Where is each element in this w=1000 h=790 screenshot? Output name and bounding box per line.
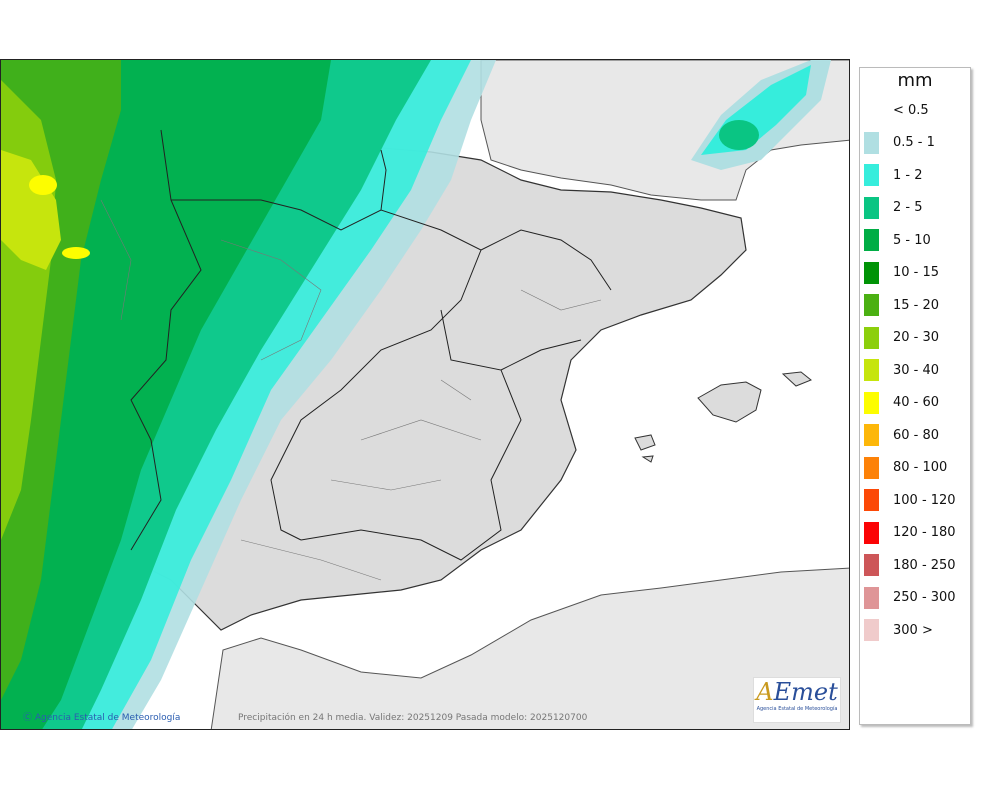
legend-label: 100 - 120 xyxy=(893,492,956,508)
legend-label: < 0.5 xyxy=(893,102,929,118)
legend-item: 20 - 30 xyxy=(864,326,940,349)
ibiza-island xyxy=(634,434,656,451)
legend-label: 0.5 - 1 xyxy=(893,135,935,150)
legend-swatch xyxy=(864,229,879,251)
legend-item: 0.5 - 1 xyxy=(864,131,935,154)
legend-item: 10 - 15 xyxy=(864,261,940,284)
legend-label: 5 - 10 xyxy=(893,232,931,248)
legend-item: < 0.5 xyxy=(864,99,929,121)
legend-label: 250 - 300 xyxy=(893,590,956,605)
legend-label: 120 - 180 xyxy=(893,525,956,540)
legend-label: 30 - 40 xyxy=(893,362,940,378)
legend-item: 40 - 60 xyxy=(864,391,940,414)
precip-band-30-40 xyxy=(1,150,61,270)
legend-swatch xyxy=(864,99,879,121)
legend-label: 15 - 20 xyxy=(893,297,940,313)
precip-band-40-60 xyxy=(29,175,57,195)
legend-item: 1 - 2 xyxy=(864,164,923,186)
legend-swatch xyxy=(864,294,879,316)
legend-swatch xyxy=(864,424,879,446)
legend-swatch xyxy=(864,164,879,186)
precip-patch-france-3 xyxy=(719,120,759,150)
legend-item: 100 - 120 xyxy=(864,489,956,511)
africa-landmass xyxy=(210,567,849,729)
legend-item: 30 - 40 xyxy=(864,359,939,381)
provincial-borders xyxy=(100,199,602,581)
menorca-island xyxy=(781,371,812,387)
legend-label: 80 - 100 xyxy=(893,460,948,475)
legend-swatch xyxy=(864,586,879,609)
precipitation-map[interactable]: Ⓒ Agencia Estatal de Meteorología Precip… xyxy=(0,59,850,730)
legend-item: 15 - 20 xyxy=(864,294,939,316)
legend-swatch xyxy=(864,554,879,576)
legend-swatch xyxy=(864,391,879,414)
legend-swatch xyxy=(864,521,879,544)
legend-panel: mm < 0.5 0.5 - 1 1 - 2 2 - 5 5 - 10 10 - 15 15… xyxy=(859,67,971,725)
legend-item: 5 - 10 xyxy=(864,229,931,251)
legend-swatch xyxy=(864,619,879,641)
legend-swatch xyxy=(864,261,879,284)
legend-swatch xyxy=(864,456,879,479)
mallorca-island xyxy=(697,381,762,423)
legend-swatch xyxy=(864,131,879,154)
legend-item: 80 - 100 xyxy=(864,456,948,479)
legend-swatch xyxy=(864,489,879,511)
legend-item: 120 - 180 xyxy=(864,521,956,544)
logo-subtitle: Agencia Estatal de Meteorología xyxy=(756,706,838,712)
legend-item: 60 - 80 xyxy=(864,424,939,446)
formentera-island xyxy=(641,455,654,463)
legend-label: 180 - 250 xyxy=(893,557,956,573)
legend-item: 250 - 300 xyxy=(864,586,956,609)
legend-label: 60 - 80 xyxy=(893,427,940,443)
legend-label: 20 - 30 xyxy=(893,330,940,345)
aemet-logo: AEmet Agencia Estatal de Meteorología xyxy=(753,677,841,723)
legend-item: 180 - 250 xyxy=(864,554,956,576)
legend-label: 1 - 2 xyxy=(893,167,923,183)
legend-label: 300 > xyxy=(893,622,933,638)
credit-label: Agencia Estatal de Meteorología xyxy=(34,713,181,723)
logo-wordmark: AEmet xyxy=(756,678,838,706)
legend-label: 2 - 5 xyxy=(893,200,923,215)
legend-swatch xyxy=(864,196,879,219)
legend-item: 2 - 5 xyxy=(864,196,923,219)
copyright-icon: Ⓒ xyxy=(23,713,33,723)
legend-label: 10 - 15 xyxy=(893,265,940,280)
regional-borders xyxy=(130,129,612,561)
precip-band-40-60-south xyxy=(62,247,90,259)
legend-swatch xyxy=(864,359,879,381)
legend-label: 40 - 60 xyxy=(893,395,940,410)
map-caption: Precipitación en 24 h media. Validez: 20… xyxy=(238,713,588,723)
legend-title: mm xyxy=(897,70,933,91)
legend-swatch xyxy=(864,326,879,349)
credit-text[interactable]: Ⓒ Agencia Estatal de Meteorología xyxy=(23,710,180,723)
map-canvas xyxy=(1,60,849,729)
legend-item: 300 > xyxy=(864,619,933,641)
